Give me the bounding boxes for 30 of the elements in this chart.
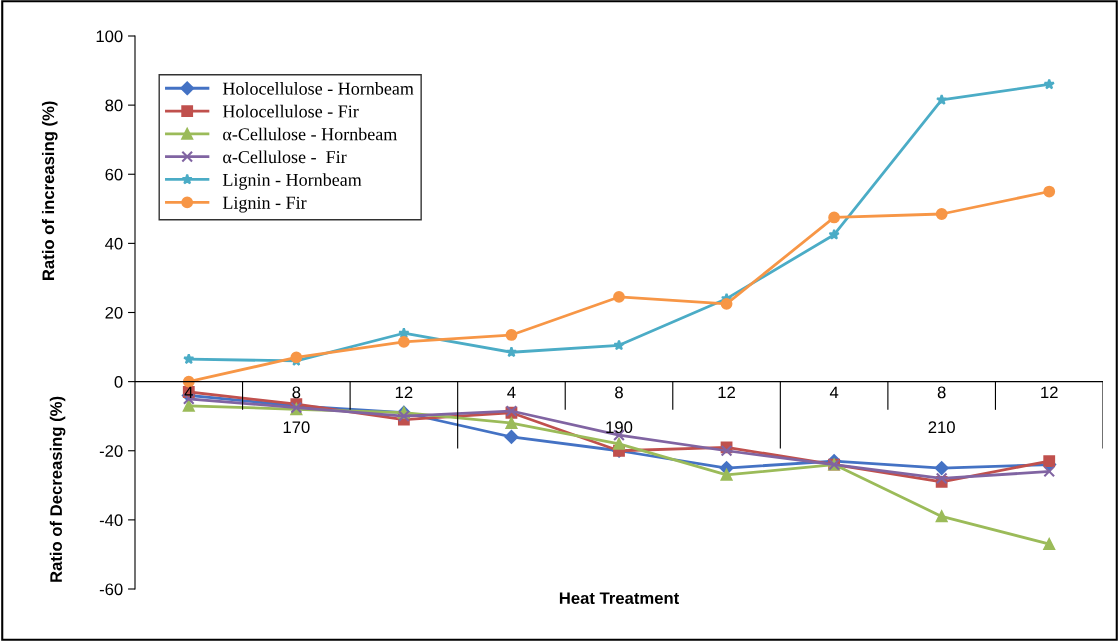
annotation: 170 — [283, 421, 310, 434]
text: Ratio of Decreasing (%) — [49, 396, 66, 582]
x-tick-label: 4 — [507, 386, 516, 399]
y-tick-label: -20 — [99, 445, 123, 457]
y-tick-label: 40 — [105, 237, 123, 250]
y-tick-label: -40 — [99, 514, 123, 527]
annotation: 210 — [928, 421, 955, 434]
legend-label: Lignin - Hornbeam — [222, 173, 362, 190]
y-tick-label: 20 — [105, 306, 123, 319]
x-tick-label: 12 — [1041, 386, 1058, 399]
legend-label: α-Cellulose - Fir — [223, 150, 347, 164]
y-tick-label: 80 — [105, 99, 123, 112]
legend-label: Holocellulose - Hornbeam — [222, 82, 414, 95]
annotation: 190 — [606, 421, 633, 434]
y-tick-label: 60 — [105, 168, 123, 181]
y-axis-title: Ratio of increasing (%) — [41, 101, 58, 281]
x-tick-label: 4 — [829, 386, 839, 399]
y-tick-label: 100 — [96, 30, 123, 43]
x-tick-label: 8 — [292, 386, 301, 399]
x-tick-label: 12 — [395, 386, 413, 399]
y-tick-label: -60 — [99, 583, 123, 596]
y-tick-label: 0 — [114, 376, 123, 388]
x-tick-label: 12 — [718, 386, 735, 399]
x-tick-label: 8 — [615, 386, 623, 399]
x-tick-label: 4 — [184, 386, 193, 399]
legend-label: α-Cellulose - Hornbeam — [223, 127, 398, 141]
legend-label: Lignin - Fir — [222, 196, 307, 213]
x-axis-title: Heat Treatment — [559, 592, 680, 605]
x-tick-label: 8 — [937, 386, 946, 399]
legend-label: Holocellulose - Fir — [222, 104, 359, 118]
